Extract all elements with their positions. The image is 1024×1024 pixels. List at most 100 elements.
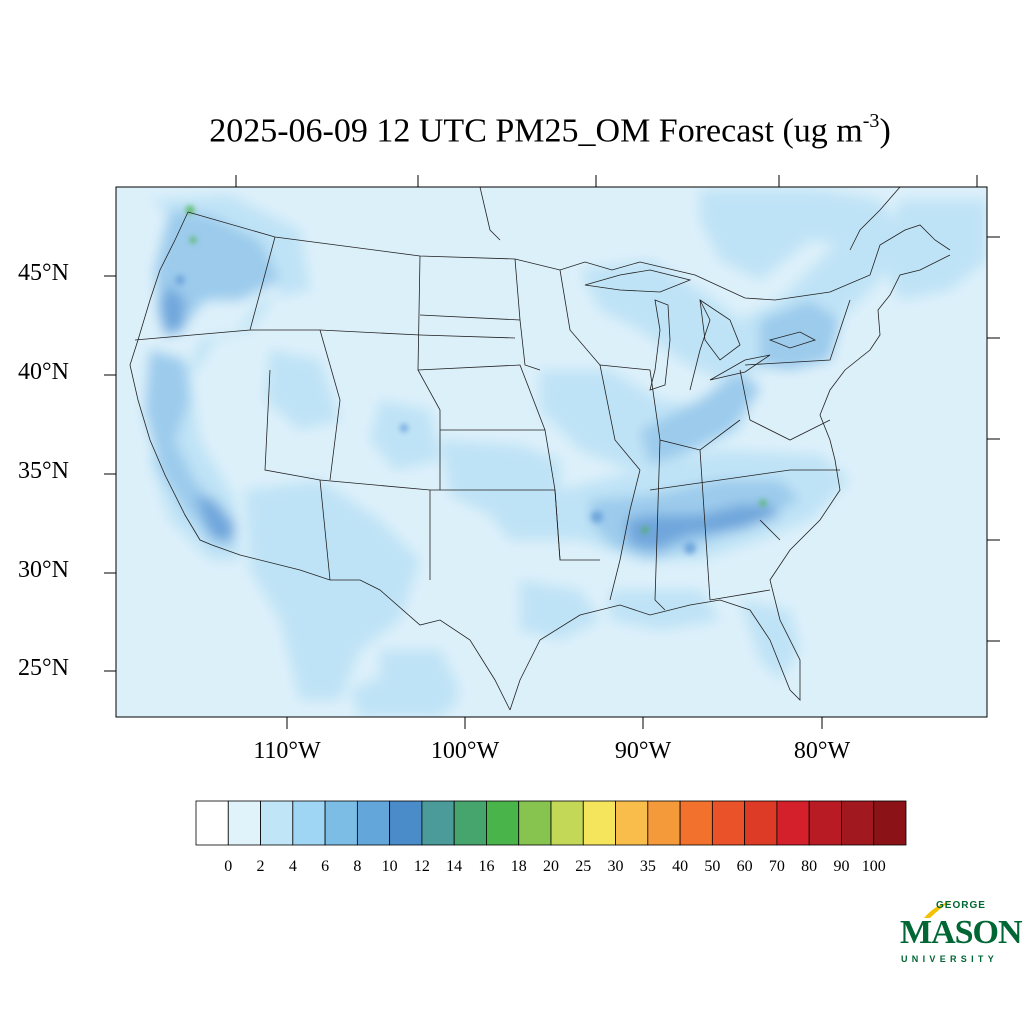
hotspot-co xyxy=(400,424,408,432)
field-nw-high xyxy=(155,210,280,330)
lon-label-80: 80°W xyxy=(793,738,851,764)
great-lakes-erie xyxy=(709,354,771,381)
colorbar-swatch xyxy=(260,800,294,846)
logo-swoosh-icon xyxy=(924,902,950,918)
concentration-field xyxy=(145,190,987,717)
lat-label-25: 25°N xyxy=(18,655,69,681)
hotspot-al xyxy=(684,542,696,554)
colorbar-tick-label: 6 xyxy=(321,858,330,875)
field-quebec-low xyxy=(880,200,987,300)
boundaries xyxy=(129,187,951,711)
colorbar-tick-label: 2 xyxy=(256,858,265,875)
colorbar-tick-label: 20 xyxy=(543,858,559,875)
colorbar-swatch xyxy=(453,800,487,846)
colorbar-tick-label: 14 xyxy=(446,858,463,875)
colorbar-swatch xyxy=(744,800,778,846)
gulf-coast xyxy=(509,254,951,711)
colorbar-swatch xyxy=(227,800,261,846)
title-superscript: -3 xyxy=(862,110,880,132)
state-line-22 xyxy=(709,589,771,601)
colorbar-tick-label: 35 xyxy=(639,858,656,875)
title-text: 2025-06-09 12 UTC PM25_OM Forecast (ug m xyxy=(209,112,863,150)
state-line-6 xyxy=(419,314,541,371)
field-ne-mid xyxy=(760,300,840,370)
labrador-coast xyxy=(849,187,901,251)
concentration-hotspots xyxy=(175,206,766,554)
lat-label-35: 35°N xyxy=(18,458,69,484)
colorbar-swatch xyxy=(711,800,746,846)
colorbar-swatch xyxy=(647,800,681,846)
lat-label-40: 40°N xyxy=(18,359,69,385)
colorbar-tick-label: 100 xyxy=(861,858,886,875)
title-close: ) xyxy=(879,112,891,150)
field-ca-mid xyxy=(145,350,235,545)
state-line-16 xyxy=(739,369,831,441)
colorbar-tick-label: 18 xyxy=(510,858,527,875)
colorbar-tick-label: 60 xyxy=(736,858,753,875)
lat-label-30: 30°N xyxy=(18,557,69,583)
field-gulf-low xyxy=(520,580,600,640)
us-mexico-border xyxy=(211,544,511,711)
colorbar-tick-label: 10 xyxy=(381,858,398,875)
field-midwest-low xyxy=(540,370,760,470)
colorbar-tick-label: 25 xyxy=(575,858,592,875)
state-line-18 xyxy=(689,299,711,391)
colorbar-tick-label: 8 xyxy=(353,858,362,875)
logo-mason: MASON xyxy=(900,914,1023,951)
colorbar-tick-label: 70 xyxy=(768,858,785,875)
hotspot-ar xyxy=(591,511,603,523)
state-line-17 xyxy=(744,299,851,366)
colorbar-tick-label: 40 xyxy=(672,858,689,875)
hotspot-wa xyxy=(190,237,196,243)
state-line-5 xyxy=(417,255,441,490)
colorbar-swatch xyxy=(679,800,713,846)
field-ohio-mid xyxy=(640,370,760,465)
state-line-13 xyxy=(654,439,666,611)
great-lakes-ontario xyxy=(768,331,817,349)
colorbar-swatch xyxy=(550,800,584,846)
field-canada-low xyxy=(700,190,900,280)
colorbar-tick-label: 90 xyxy=(833,858,850,875)
colorbar-tick-label: 4 xyxy=(288,858,297,875)
state-line-4 xyxy=(319,329,341,481)
state-line-19 xyxy=(319,479,331,581)
lon-label-110: 110°W xyxy=(253,738,321,764)
colorbar-tick-label: 12 xyxy=(413,858,430,875)
colorbar-swatch xyxy=(421,800,455,846)
map-field xyxy=(116,187,987,717)
colorbar-swatch xyxy=(195,800,229,846)
colorbar-swatch xyxy=(324,800,358,846)
map-frame xyxy=(115,186,988,718)
colorbar-swatch xyxy=(873,800,907,846)
colorbar-tick-label: 16 xyxy=(478,858,495,875)
field-westcoast-band xyxy=(150,195,310,560)
state-line-7 xyxy=(417,364,546,431)
hotspot-nw-inland xyxy=(175,275,185,285)
hudson-bay-coast xyxy=(479,187,501,241)
colorbar-swatch xyxy=(518,800,552,846)
chart-title: 2025-06-09 12 UTC PM25_OM Forecast (ug m… xyxy=(0,110,1024,150)
hotspot-sc xyxy=(760,500,766,506)
great-lakes-huron xyxy=(699,299,741,361)
lon-label-90: 90°W xyxy=(614,738,672,764)
state-line-9 xyxy=(514,258,521,321)
colorbar-tick-label: 30 xyxy=(607,858,624,875)
colorbar-swatch xyxy=(808,800,842,846)
logo-george: GEORGE xyxy=(936,900,986,911)
field-nw-coast-high xyxy=(160,285,185,335)
colorbar-tick-label: 50 xyxy=(704,858,721,875)
state-line-2 xyxy=(250,329,516,339)
colorbar-swatch xyxy=(486,800,520,846)
colorbar-tick-label: 0 xyxy=(224,858,233,875)
colorbar-swatch xyxy=(841,800,875,846)
field-sw-low xyxy=(245,480,420,700)
state-line-12 xyxy=(609,469,641,601)
colorbar-swatch xyxy=(776,800,810,846)
colorbar xyxy=(195,800,907,846)
us-canada-border xyxy=(187,211,951,301)
state-line-21 xyxy=(554,489,561,561)
colorbar-swatch xyxy=(356,800,391,846)
colorbar-tick-label: 80 xyxy=(801,858,818,875)
colorbar-swatch xyxy=(389,800,423,846)
